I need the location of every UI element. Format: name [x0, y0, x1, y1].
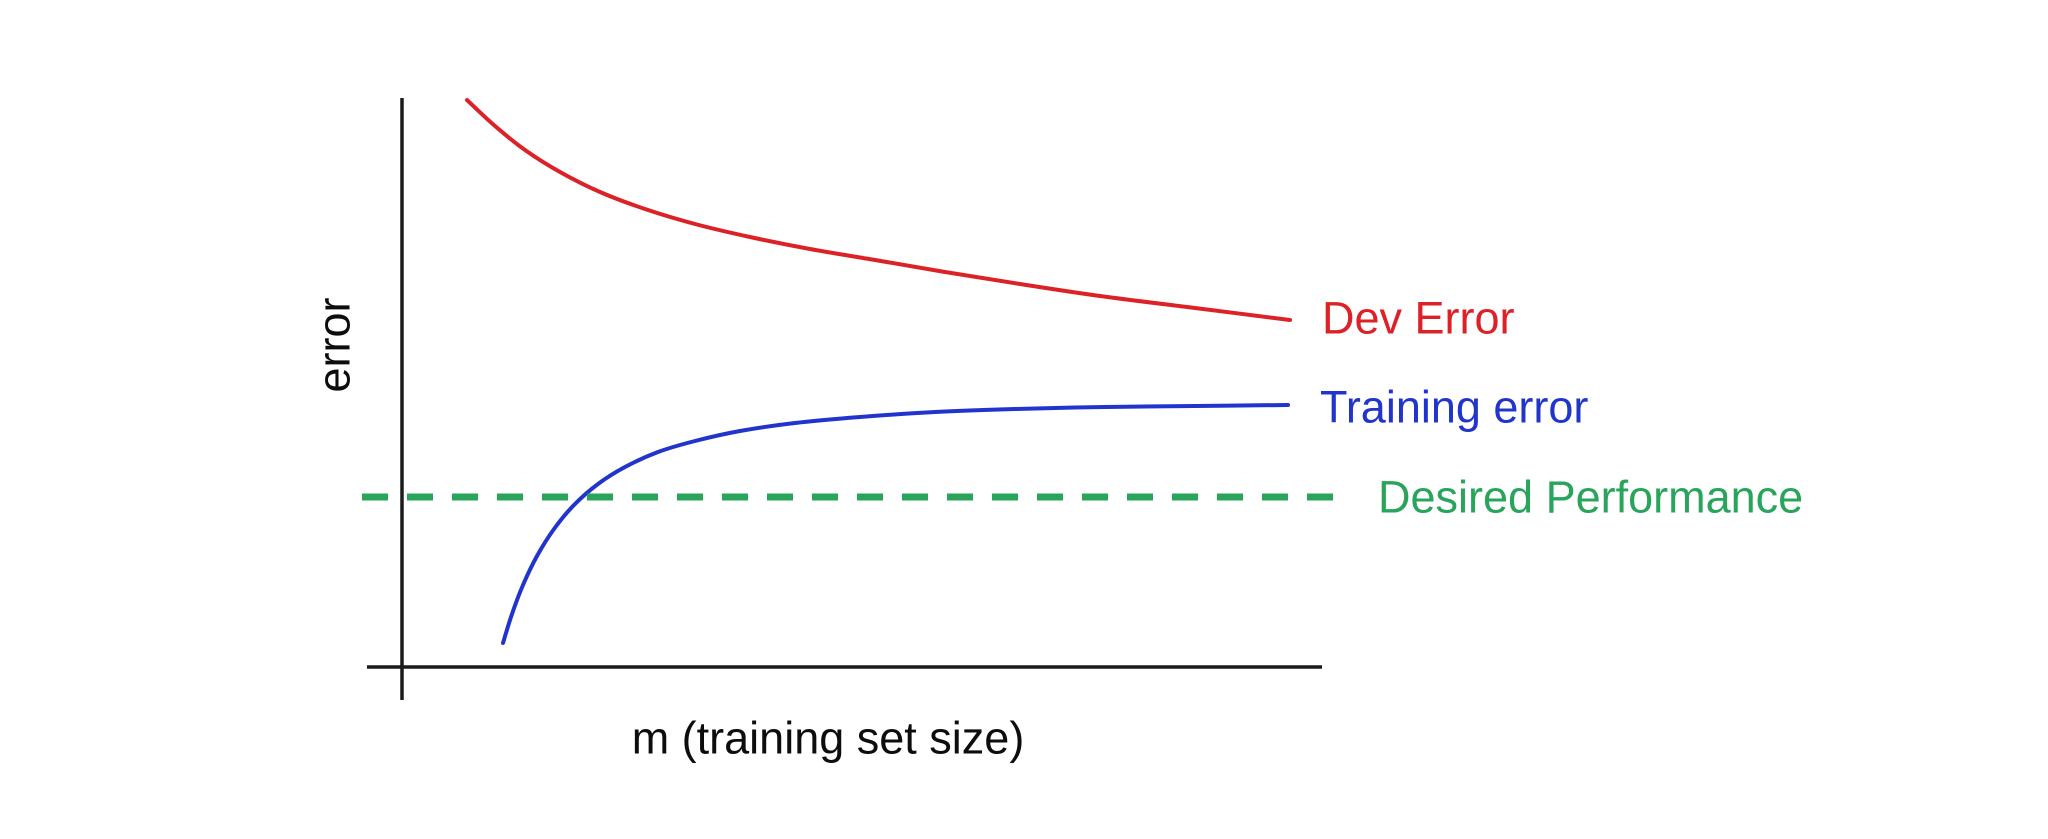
dev-error-series-label: Dev Error [1322, 292, 1515, 344]
training-error-series-label: Training error [1320, 381, 1589, 433]
training-error-curve [501, 403, 1290, 645]
desired-performance-series-label: Desired Performance [1378, 471, 1804, 523]
x-axis-label: m (training set size) [631, 712, 1025, 764]
y-axis-label: error [308, 297, 360, 393]
dev-error-curve [465, 98, 1292, 322]
